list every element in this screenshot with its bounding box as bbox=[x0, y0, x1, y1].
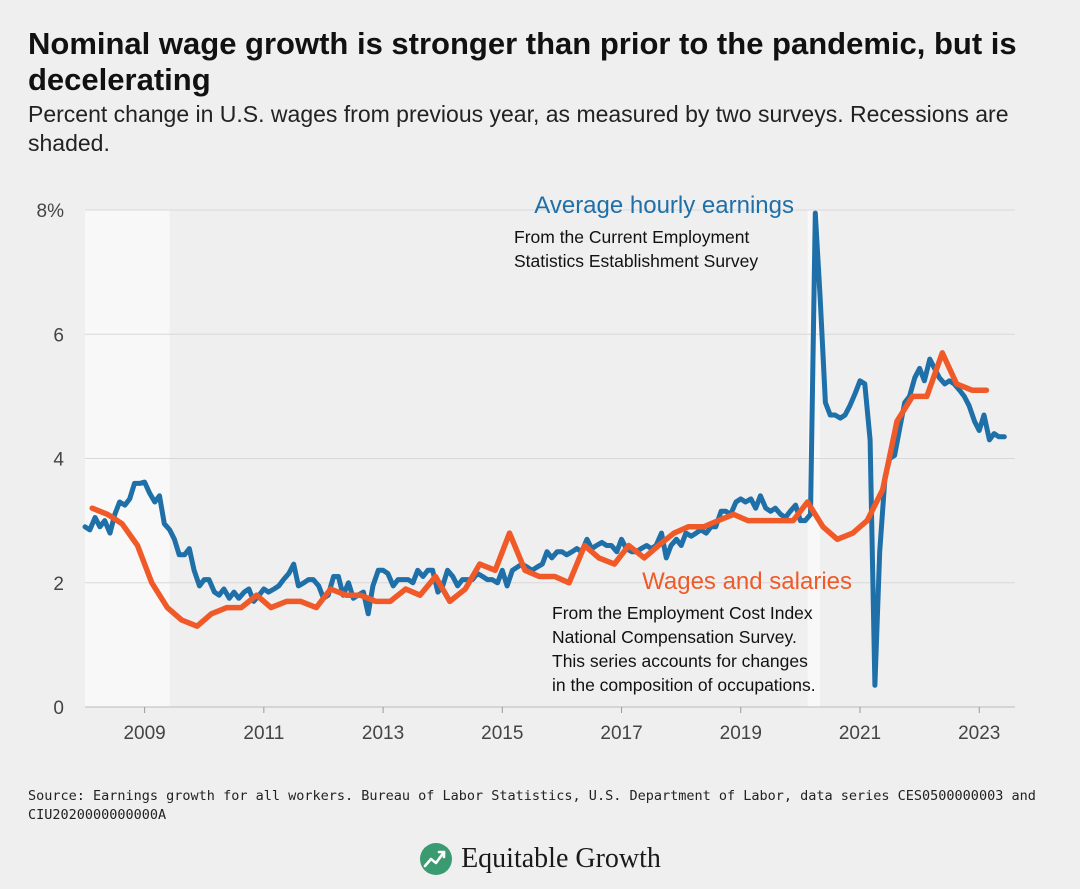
series-line-average-hourly-earnings bbox=[82, 210, 1007, 688]
series-note-line: From the Current Employment bbox=[514, 227, 749, 247]
y-tick-label: 6 bbox=[53, 325, 64, 346]
chart-title: Nominal wage growth is stronger than pri… bbox=[28, 26, 1017, 97]
series-label-average-hourly-earnings: Average hourly earnings bbox=[534, 192, 794, 219]
brand-name: Equitable Growth bbox=[461, 843, 661, 874]
series-note-line: National Compensation Survey. bbox=[552, 627, 797, 647]
x-tick-label: 2017 bbox=[600, 723, 642, 744]
x-tick-label: 2013 bbox=[362, 723, 404, 744]
x-tick-label: 2023 bbox=[958, 723, 1000, 744]
series-note-line: From the Employment Cost Index bbox=[552, 603, 813, 623]
series-note-line: This series accounts for changes bbox=[552, 651, 808, 671]
y-tick-label: 0 bbox=[53, 698, 64, 719]
y-tick-label: 2 bbox=[53, 574, 64, 595]
x-tick-label: 2015 bbox=[481, 723, 523, 744]
x-tick-label: 2021 bbox=[839, 723, 881, 744]
line-chart: 0 2 4 6 8% 2009 2011 2013 2015 2017 2019 2021 2023 A… bbox=[37, 192, 1015, 744]
series-label-wages-and-salaries: Wages and salaries bbox=[642, 568, 852, 595]
series-note-line: Statistics Establishment Survey bbox=[514, 251, 758, 271]
series-note-line: in the composition of occupations. bbox=[552, 675, 816, 695]
chart-subtitle: Percent change in U.S. wages from previo… bbox=[28, 101, 1009, 156]
x-tick-label: 2011 bbox=[243, 723, 284, 744]
series-line-wages-and-salaries bbox=[89, 350, 990, 629]
x-tick-label: 2019 bbox=[720, 723, 762, 744]
brand-logo-icon bbox=[420, 843, 453, 875]
x-tick-label: 2009 bbox=[123, 723, 165, 744]
y-tick-label: 8% bbox=[37, 201, 65, 222]
y-tick-label: 4 bbox=[53, 450, 64, 471]
source-note: Source: Earnings growth for all workers.… bbox=[28, 788, 1036, 823]
brand-logo: Equitable Growth bbox=[0, 842, 1080, 876]
